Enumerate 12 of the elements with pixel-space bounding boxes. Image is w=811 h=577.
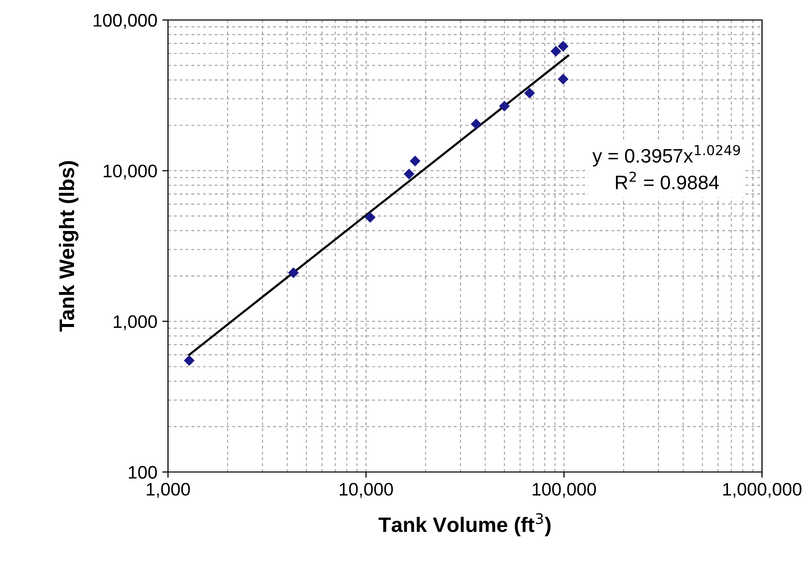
y-tick-label: 100,000 — [94, 14, 157, 29]
y-axis-title: Tank Weight (lbs) — [58, 161, 78, 332]
y-tick-label: 1,000 — [114, 315, 157, 330]
x-tick-label: 1,000,000 — [723, 482, 802, 498]
x-tick-label: 1,000 — [146, 482, 190, 498]
y-tick-label: 100 — [128, 466, 157, 479]
x-tick-label: 10,000 — [340, 482, 393, 498]
x-axis-title: Tank Volume (ft$^{3}$) — [378, 513, 551, 536]
x-tick-label: 100,000 — [532, 482, 596, 498]
annotation: R$^{2}$ = 0.9884 — [616, 172, 719, 190]
annotation: y = 0.3957x$^{1.0249}$ — [592, 144, 740, 167]
y-tick-label: 10,000 — [104, 164, 157, 180]
